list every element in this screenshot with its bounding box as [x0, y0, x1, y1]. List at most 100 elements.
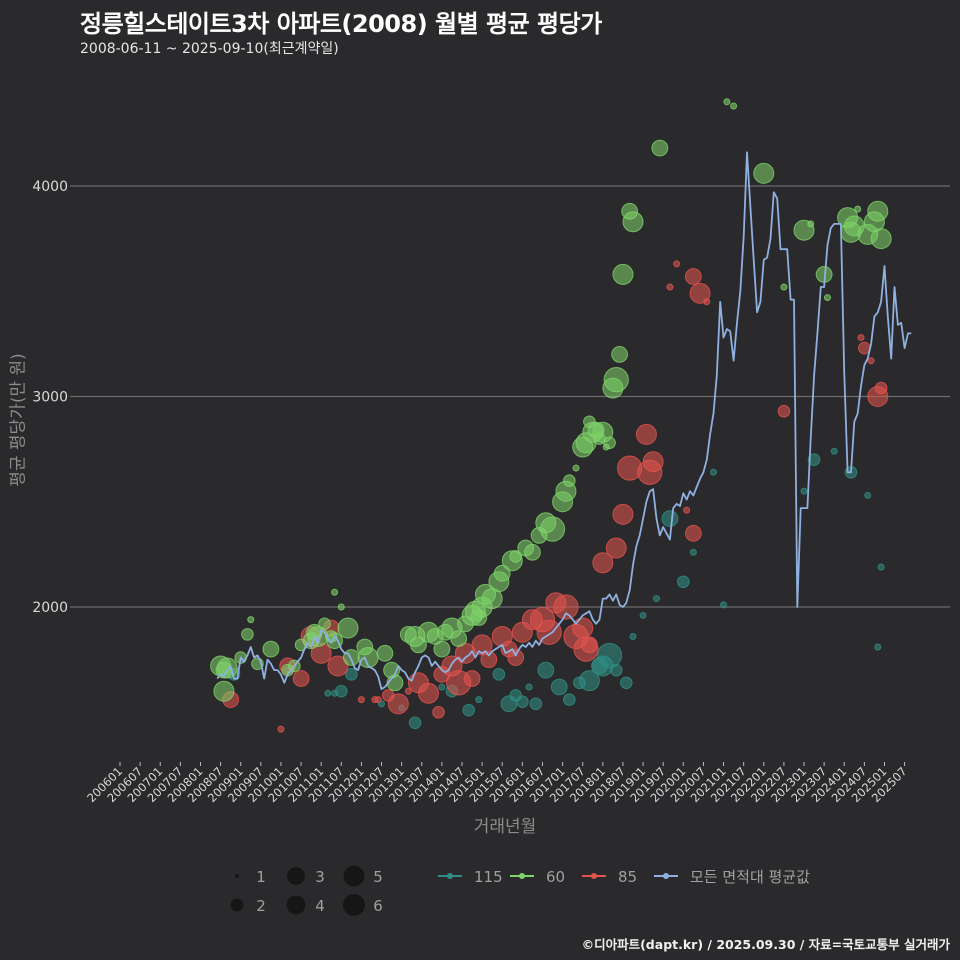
data-point-115 — [639, 611, 647, 619]
data-point-115 — [800, 487, 808, 495]
series-legend-dot — [519, 873, 525, 879]
data-point-85 — [507, 649, 525, 666]
data-point-60 — [241, 628, 254, 641]
data-point-85 — [553, 594, 579, 620]
data-point-85 — [857, 334, 865, 342]
data-point-85 — [666, 283, 674, 291]
data-point-60 — [603, 367, 629, 393]
series-legend-dot — [663, 873, 669, 879]
y-tick-label: 3000 — [32, 390, 68, 406]
data-point-115 — [537, 661, 555, 679]
data-point-115 — [877, 563, 885, 571]
series-legend-label: 모든 면적대 평균값 — [690, 868, 810, 886]
data-point-85 — [374, 696, 382, 704]
data-point-115 — [864, 491, 872, 499]
size-legend-label: 5 — [373, 868, 383, 886]
size-legend-label: 1 — [256, 868, 266, 886]
data-point-115 — [620, 676, 633, 690]
data-point-60 — [730, 102, 738, 110]
data-point-85 — [689, 282, 711, 304]
chart-subtitle: 2008-06-11 ~ 2025-09-10(최근계약일) — [80, 41, 339, 57]
legend: 1 2 3 4 5 6 115 60 85 모든 면적대 평균값 — [230, 865, 810, 916]
data-point-85 — [404, 687, 412, 695]
size-legend-dot — [235, 874, 239, 878]
average-line — [216, 151, 912, 690]
data-point-60 — [337, 603, 345, 611]
size-legend-label: 2 — [256, 897, 266, 915]
data-point-60 — [318, 617, 331, 631]
data-point-60 — [386, 674, 404, 692]
data-point-85 — [592, 552, 614, 574]
data-point-85 — [635, 423, 657, 445]
size-legend-dot — [287, 867, 305, 885]
data-point-115 — [874, 643, 882, 651]
data-point-115 — [475, 696, 483, 704]
gridlines — [70, 185, 950, 608]
size-legend-dot — [343, 894, 365, 916]
data-point-85 — [612, 503, 634, 525]
series-legend-label: 85 — [618, 868, 637, 886]
data-point-60 — [493, 564, 511, 582]
data-point-85 — [463, 670, 481, 687]
data-point-85 — [683, 506, 691, 514]
data-point-60 — [611, 346, 628, 363]
data-point-115 — [408, 716, 422, 730]
data-point-60 — [753, 162, 775, 184]
data-point-60 — [337, 617, 359, 639]
data-point-85 — [874, 381, 888, 395]
series-legend-dot — [591, 873, 597, 879]
data-point-115 — [516, 695, 529, 709]
series-legend-dot — [447, 873, 453, 879]
data-point-85 — [432, 705, 445, 719]
size-legend-dot — [343, 865, 365, 887]
data-point-60 — [509, 550, 522, 563]
data-point-115 — [462, 703, 476, 717]
size-legend-label: 4 — [315, 897, 325, 915]
data-point-60 — [622, 211, 644, 233]
data-point-115 — [652, 595, 660, 603]
x-tick-labels: 2006012006072007012007072008012008072009… — [84, 762, 910, 805]
data-point-85 — [277, 725, 285, 733]
data-point-115 — [550, 678, 568, 696]
data-point-115 — [438, 683, 446, 691]
y-axis-label: 평균 평당가(만 원) — [8, 353, 29, 487]
data-point-85 — [703, 298, 711, 306]
data-point-60 — [823, 294, 831, 302]
data-point-85 — [581, 636, 598, 654]
data-point-115 — [529, 697, 543, 711]
data-point-60 — [450, 630, 468, 647]
data-point-115 — [807, 453, 821, 466]
data-point-85 — [777, 404, 791, 418]
data-point-60 — [213, 680, 235, 702]
data-point-115 — [629, 632, 637, 640]
data-point-60 — [572, 464, 580, 472]
data-point-115 — [345, 668, 358, 681]
data-point-115 — [596, 642, 623, 669]
data-point-115 — [677, 575, 690, 589]
data-point-85 — [387, 693, 409, 715]
data-point-85 — [684, 524, 702, 542]
data-point-115 — [830, 447, 838, 455]
data-point-60 — [723, 98, 731, 106]
size-legend-dot — [286, 895, 306, 915]
data-point-115 — [609, 663, 623, 677]
data-point-85 — [417, 682, 439, 704]
data-point-115 — [324, 689, 332, 697]
data-point-115 — [661, 510, 679, 527]
data-point-115 — [720, 601, 728, 609]
data-point-60 — [524, 543, 541, 561]
data-point-60 — [410, 636, 427, 654]
series-legend-label: 60 — [546, 868, 565, 886]
data-point-60 — [247, 616, 255, 624]
data-point-60 — [870, 228, 892, 250]
data-point-115 — [525, 683, 533, 691]
data-point-85 — [292, 670, 310, 687]
data-point-60 — [603, 436, 616, 450]
data-point-85 — [572, 617, 594, 639]
data-point-85 — [684, 268, 702, 285]
data-point-60 — [376, 644, 394, 662]
data-point-85 — [605, 537, 627, 559]
y-tick-label: 4000 — [32, 179, 68, 195]
data-point-60 — [433, 640, 451, 658]
data-point-85 — [480, 651, 498, 669]
